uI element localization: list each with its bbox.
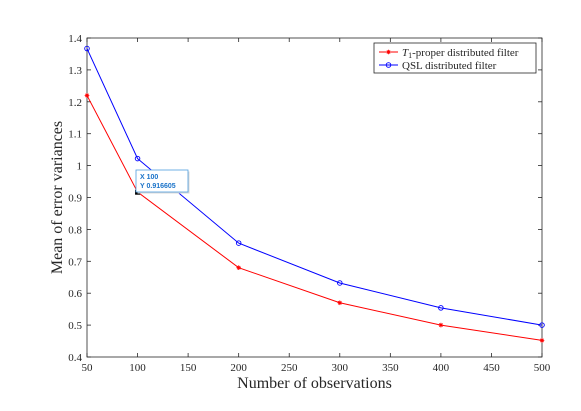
x-tick-label: 300 (332, 362, 349, 374)
y-tick-label: 0.4 (68, 352, 82, 364)
data-point (539, 322, 545, 328)
series-line (86, 48, 543, 326)
x-tick-label: 150 (180, 362, 197, 374)
data-point (539, 338, 545, 343)
y-tick-label: 1.4 (68, 33, 82, 45)
y-tick-label: 1.1 (68, 129, 82, 141)
y-tick-label: 1 (77, 161, 83, 173)
x-tick-label: 450 (483, 362, 500, 374)
y-tick-label: 0.7 (68, 256, 82, 268)
y-tick-label: 1.2 (68, 97, 82, 109)
series-line (86, 95, 543, 341)
legend-item: QSL distributed filter (379, 60, 497, 72)
y-tick-label: 0.5 (68, 320, 82, 332)
plot-area (86, 37, 543, 358)
data-point (84, 93, 90, 98)
series-layer (84, 45, 545, 343)
x-tick-label: 250 (281, 362, 298, 374)
series-2 (84, 45, 545, 328)
data-point (337, 280, 343, 286)
data-point (236, 265, 241, 270)
x-tick-label: 500 (534, 362, 551, 374)
x-tick-label: 100 (129, 362, 146, 374)
data-point (438, 305, 444, 311)
y-tick-label: 1.3 (68, 65, 82, 77)
datatip-box[interactable] (135, 169, 189, 193)
datatip[interactable]: X 100 Y 0.916605 (135, 169, 190, 195)
y-tick-label: 0.6 (68, 288, 82, 300)
legend-label: T1-proper distributed filter (402, 47, 519, 60)
series-1 (84, 93, 545, 343)
legend-label: QSL distributed filter (402, 60, 497, 72)
data-point (134, 155, 141, 162)
x-tick-label: 400 (433, 362, 450, 374)
data-point (337, 300, 343, 306)
x-tick-label: 350 (382, 362, 399, 374)
x-axis-label: Number of observations (237, 375, 392, 392)
data-point (235, 240, 242, 246)
y-axis-label: Mean of error variances (49, 121, 66, 274)
y-axis: 0.4 0.5 0.6 0.7 0.8 0.9 1 1.1 1.2 1.3 1.4 (68, 33, 542, 364)
data-point (438, 322, 444, 328)
x-axis: 50 100 150 200 250 300 350 400 450 500 (82, 38, 551, 374)
data-point (385, 62, 392, 68)
datatip-x-text: X 100 (140, 174, 158, 181)
y-tick-label: 0.8 (68, 224, 82, 236)
legend-box (373, 42, 537, 74)
x-tick-label: 200 (230, 362, 247, 374)
legend-item: T1-proper distributed filter (379, 47, 519, 60)
datatip-y-text: Y 0.916605 (140, 183, 176, 190)
data-point (84, 45, 90, 52)
data-point (386, 49, 391, 55)
y-tick-label: 0.9 (68, 193, 82, 205)
x-tick-label: 50 (82, 362, 94, 374)
